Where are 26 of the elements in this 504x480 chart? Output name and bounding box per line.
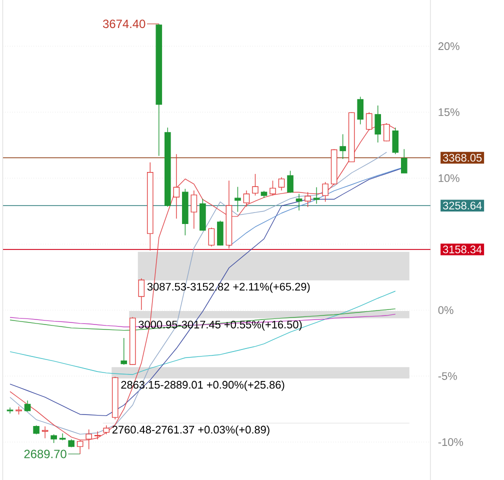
band-label: 2760.48-2761.37 +0.03%(+0.89) [112, 425, 270, 436]
candlestick [296, 193, 302, 211]
annotation: 2689.70 [24, 450, 66, 458]
candlestick [190, 190, 198, 229]
candlestick [313, 186, 320, 204]
candlestick [260, 190, 268, 198]
candlestick [173, 154, 180, 219]
y-tick-label: 15% [438, 108, 460, 116]
ref-line-label: 3368.05 [442, 154, 482, 162]
candlestick [146, 162, 154, 251]
candlestick [234, 186, 241, 212]
y-tick-label: -5% [438, 372, 457, 380]
candlestick [278, 176, 285, 191]
candlestick [24, 400, 31, 411]
candlestick [226, 180, 232, 249]
y-tick-label: 10% [438, 174, 460, 182]
candlestick [76, 440, 84, 454]
y-tick-label: 0% [438, 306, 454, 314]
y-tick-label: -10% [438, 438, 464, 446]
candlestick [208, 227, 215, 247]
annotation: 3674.40 [102, 19, 146, 28]
candlestick [6, 406, 14, 414]
ref-line-label: 3158.34 [442, 245, 482, 254]
candlestick [243, 190, 250, 207]
y-tick-label: 20% [438, 42, 460, 50]
ref-line-label: 3258.64 [442, 202, 482, 210]
